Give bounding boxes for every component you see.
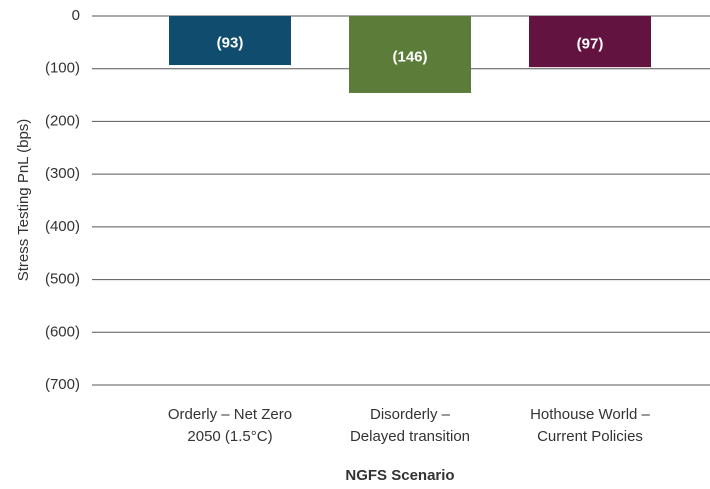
- y-tick-label: (300): [45, 165, 80, 182]
- x-tick-label: Orderly – Net Zero 2050 (1.5°C): [168, 406, 292, 445]
- x-tick-label: Hothouse World – Current Policies: [530, 406, 650, 445]
- x-tick-label: Disorderly – Delayed transition: [350, 406, 470, 445]
- y-tick-label: (200): [45, 112, 80, 129]
- y-tick-label: (600): [45, 323, 80, 340]
- bar: [349, 16, 471, 93]
- y-axis-label: Stress Testing PnL (bps): [15, 119, 32, 282]
- y-tick-label: (100): [45, 60, 80, 77]
- y-tick-label: (700): [45, 376, 80, 393]
- bar: [169, 16, 291, 66]
- bar: [529, 16, 651, 68]
- y-tick-label: 0: [72, 7, 80, 24]
- data-label: (93): [217, 34, 244, 51]
- x-axis-label: NGFS Scenario: [345, 467, 454, 484]
- y-tick-label: (400): [45, 218, 80, 235]
- y-tick-label: (500): [45, 271, 80, 288]
- data-label: (97): [577, 36, 604, 53]
- data-label: (146): [392, 48, 427, 65]
